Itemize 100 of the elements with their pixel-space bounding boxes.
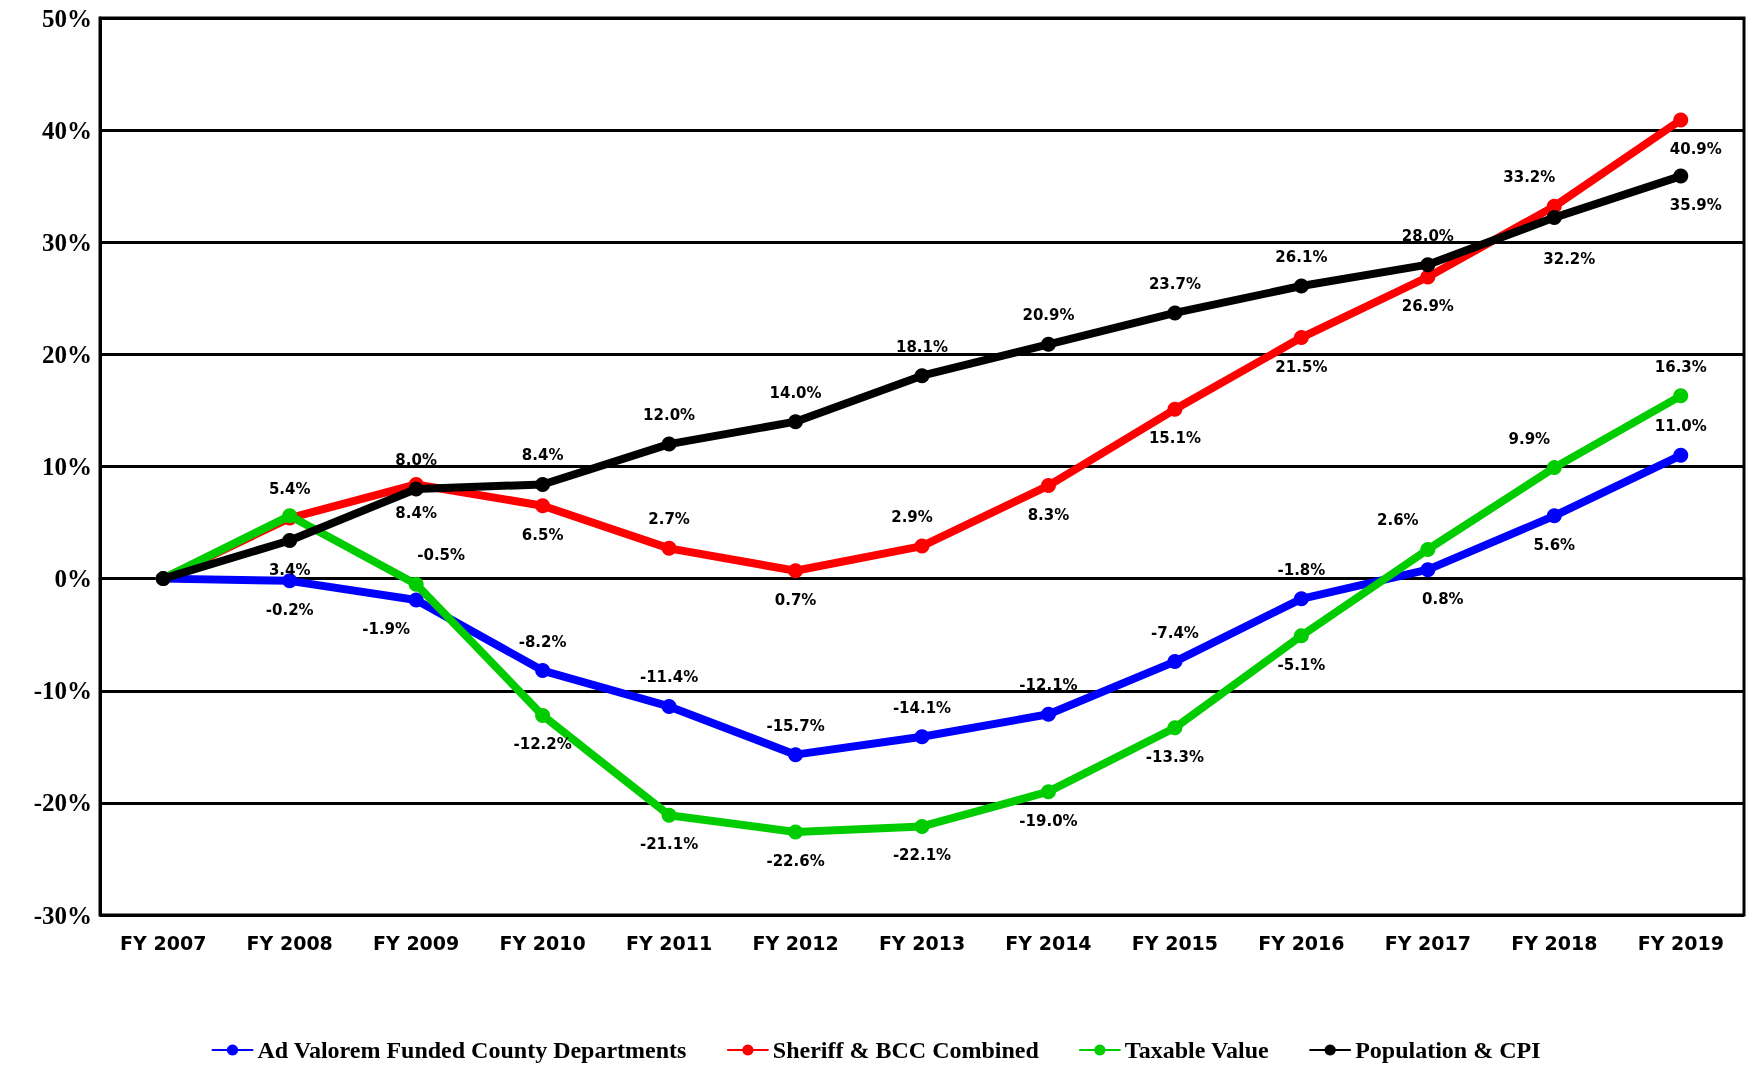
point: [914, 368, 930, 384]
y-tick-label: 50%: [42, 4, 92, 32]
point: [914, 818, 930, 834]
point: [788, 824, 804, 840]
point: [1293, 330, 1309, 346]
data-label: 11.0%: [1654, 417, 1707, 436]
x-tick-label: FY 2014: [1005, 931, 1092, 954]
data-label: 26.9%: [1401, 297, 1454, 316]
data-label: 15.1%: [1148, 429, 1201, 448]
point: [535, 707, 551, 723]
x-tick-label: FY 2016: [1258, 931, 1345, 954]
point: [1420, 269, 1436, 285]
point: [1546, 508, 1562, 524]
point: [1673, 112, 1689, 128]
x-tick-label: FY 2011: [625, 931, 713, 954]
point: [1040, 336, 1056, 352]
point: [1167, 305, 1183, 321]
x-tick-label: FY 2012: [752, 931, 839, 954]
data-label: 0.8%: [1422, 589, 1464, 608]
data-label: 8.3%: [1027, 505, 1070, 524]
point: [1546, 460, 1562, 476]
point: [1420, 562, 1436, 578]
data-label: -12.2%: [513, 735, 572, 754]
point: [1167, 654, 1183, 670]
legend-label: Population & CPI: [1355, 1037, 1541, 1063]
point: [914, 729, 930, 745]
data-label: -13.3%: [1145, 747, 1205, 766]
data-label: 3.4%: [268, 560, 311, 579]
y-tick-label: -20%: [33, 789, 92, 817]
legend-label: Taxable Value: [1124, 1037, 1270, 1063]
data-label: -21.1%: [639, 835, 699, 854]
point: [788, 563, 804, 579]
y-tick-label: 40%: [42, 116, 92, 144]
data-label: 20.9%: [1022, 306, 1075, 325]
data-label: -19.0%: [1019, 811, 1078, 830]
y-tick-label: 0%: [54, 565, 92, 593]
data-label: -11.4%: [639, 668, 699, 687]
point: [661, 698, 677, 714]
point: [788, 414, 804, 430]
x-tick-label: FY 2007: [120, 931, 207, 954]
point: [408, 592, 424, 608]
data-label: 14.0%: [769, 383, 822, 402]
data-label: 16.3%: [1654, 357, 1707, 376]
data-label: -15.7%: [766, 716, 825, 735]
data-label: 5.4%: [268, 480, 311, 499]
point: [1040, 706, 1056, 722]
point: [1040, 784, 1056, 800]
point: [788, 747, 804, 763]
data-label: 0.7%: [774, 590, 817, 609]
data-label: 33.2%: [1503, 168, 1556, 187]
data-label: 2.9%: [891, 508, 933, 527]
data-label: -5.1%: [1277, 655, 1326, 674]
data-label: -14.1%: [892, 698, 952, 717]
x-tick-label: FY 2019: [1637, 931, 1724, 954]
point: [1167, 720, 1183, 736]
point: [1040, 478, 1056, 494]
point: [914, 538, 930, 554]
point: [1167, 401, 1183, 417]
x-tick-label: FY 2010: [499, 931, 586, 954]
legend-label: Ad Valorem Funded County Departments: [257, 1037, 687, 1063]
data-label: 8.4%: [395, 504, 437, 523]
x-tick-label: FY 2018: [1511, 931, 1598, 954]
y-tick-label: -30%: [33, 901, 92, 929]
data-label: -22.6%: [766, 852, 825, 871]
y-tick-label: -10%: [33, 677, 92, 705]
x-tick-label: FY 2017: [1384, 931, 1471, 954]
point: [1673, 388, 1689, 404]
point: [1293, 591, 1309, 607]
point: [661, 807, 677, 823]
data-label: 8.4%: [521, 446, 564, 465]
data-label: 26.1%: [1275, 247, 1328, 266]
data-label: 28.0%: [1401, 226, 1454, 245]
data-label: 40.9%: [1669, 140, 1722, 159]
x-tick-label: FY 2009: [373, 931, 460, 954]
data-label: -1.9%: [362, 619, 411, 638]
data-label: -1.8%: [1277, 560, 1326, 579]
point: [282, 533, 298, 548]
point: [1420, 257, 1436, 273]
data-label: 12.0%: [643, 406, 696, 425]
data-label: 32.2%: [1543, 249, 1596, 268]
legend-label: Sheriff & BCC Combined: [772, 1037, 1040, 1063]
x-tick-label: FY 2013: [878, 931, 966, 954]
data-label: 5.6%: [1533, 535, 1576, 554]
data-label: 6.5%: [521, 525, 564, 544]
point: [1673, 447, 1689, 463]
point: [1673, 168, 1689, 184]
data-label: 23.7%: [1148, 274, 1201, 293]
data-label: 8.0%: [395, 450, 437, 469]
y-tick-label: 10%: [42, 453, 92, 480]
point: [535, 663, 551, 679]
data-label: 2.7%: [648, 510, 690, 529]
point: [661, 540, 677, 556]
point: [661, 436, 677, 452]
point: [408, 481, 424, 497]
data-label: -0.5%: [417, 546, 466, 565]
x-tick-label: FY 2015: [1131, 931, 1219, 954]
data-label: 18.1%: [895, 337, 949, 356]
data-label: -7.4%: [1151, 623, 1199, 642]
data-label: -8.2%: [518, 632, 567, 651]
data-label: 21.5%: [1275, 357, 1328, 376]
